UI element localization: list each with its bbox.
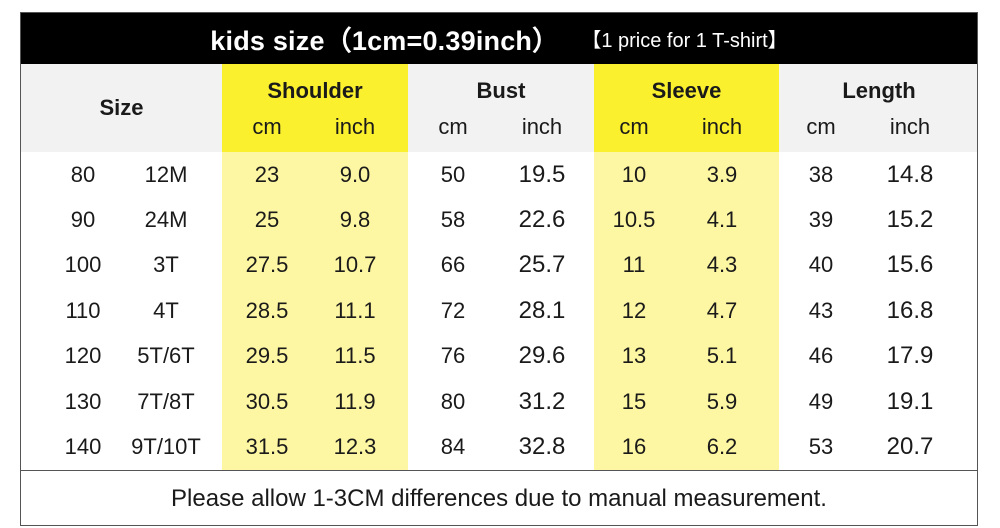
table-cell: 6.2 [706,434,738,460]
table-cell: 38 [808,161,834,187]
table-cell: 25.7 [518,251,566,279]
table-cell: 130 [64,388,102,414]
unit-header-inch: inch [701,114,743,139]
table-cell: 43 [808,297,834,323]
price-note: 【1 price for 1 T-shirt】 [581,30,788,52]
footer-divider [21,470,977,471]
table-cell: 4.7 [706,297,738,323]
highlight-column-sleeve [594,152,779,470]
table-cell: 24M [144,207,188,233]
table-cell: 15 [621,388,647,414]
table-cell: 10.7 [333,252,377,278]
table-cell: 4.3 [706,252,738,278]
table-cell: 50 [440,161,466,187]
table-cell: 10.5 [612,207,656,233]
table-cell: 5T/6T [137,343,195,369]
table-cell: 20.7 [886,433,934,461]
table-cell: 12 [621,297,647,323]
table-cell: 27.5 [245,252,289,278]
table-cell: 28.1 [518,296,566,324]
group-header-sleeve: Sleeve [651,78,722,103]
table-cell: 90 [70,207,96,233]
table-cell: 11.5 [334,343,376,369]
table-cell: 15.2 [886,206,934,234]
table-cell: 10 [621,161,647,187]
table-cell: 16.8 [886,296,934,324]
unit-header-inch: inch [521,114,563,139]
unit-header-cm: cm [438,114,468,139]
highlight-header-shoulder [222,64,408,152]
table-cell: 22.6 [518,206,566,234]
table-cell: 120 [64,343,102,369]
chart-title: kids size（1cm=0.39inch） [210,26,560,56]
table-cell: 12M [144,161,188,187]
highlight-header-sleeve [594,64,779,152]
table-cell: 31.2 [518,387,566,415]
table-cell: 100 [64,252,102,278]
table-cell: 80 [440,388,466,414]
unit-header-cm: cm [252,114,282,139]
table-cell: 76 [440,343,466,369]
table-cell: 110 [65,297,101,323]
table-cell: 3T [153,252,179,278]
table-cell: 72 [440,297,466,323]
table-cell: 5.1 [706,343,738,369]
table-cell: 5.9 [706,388,738,414]
table-cell: 19.5 [518,160,566,188]
unit-header-inch: inch [334,114,376,139]
table-cell: 9.0 [339,161,371,187]
table-cell: 7T/8T [137,388,195,414]
title-bar: kids size（1cm=0.39inch） 【1 price for 1 T… [21,13,977,64]
table-cell: 84 [440,434,466,460]
table-cell: 11.1 [334,297,376,323]
table-cell: 29.6 [518,342,566,370]
table-cell: 66 [440,252,466,278]
measurement-note: Please allow 1-3CM differences due to ma… [171,485,827,512]
group-header-length: Length [842,78,916,103]
highlight-column-shoulder [222,152,408,470]
table-cell: 58 [440,207,466,233]
table-cell: 4T [153,297,179,323]
size-chart: kids size（1cm=0.39inch） 【1 price for 1 T… [20,12,978,526]
table-cell: 4.1 [706,207,738,233]
table-cell: 49 [808,388,834,414]
table-cell: 30.5 [245,388,289,414]
unit-header-inch: inch [889,114,931,139]
table-cell: 9.8 [339,207,371,233]
table-cell: 3.9 [706,161,738,187]
table-cell: 16 [621,434,647,460]
group-header-bust: Bust [476,78,526,103]
table-cell: 15.6 [886,251,934,279]
table-cell: 53 [808,434,834,460]
table-cell: 14.8 [886,160,934,188]
table-cell: 39 [808,207,834,233]
table-cell: 80 [70,161,96,187]
header-band [21,64,977,152]
table-cell: 11 [622,252,646,278]
table-cell: 19.1 [886,387,934,415]
table-cell: 13 [621,343,647,369]
unit-header-cm: cm [619,114,649,139]
table-cell: 140 [64,434,102,460]
table-cell: 12.3 [333,434,377,460]
table-cell: 9T/10T [131,434,201,460]
table-cell: 23 [254,161,280,187]
table-cell: 40 [808,252,834,278]
table-cell: 29.5 [245,343,289,369]
table-cell: 11.9 [334,388,376,414]
group-header-shoulder: Shoulder [267,78,363,103]
table-cell: 17.9 [886,342,934,370]
table-cell: 28.5 [245,297,289,323]
size-header: Size [99,95,144,120]
table-cell: 25 [254,207,280,233]
table-cell: 31.5 [245,434,289,460]
unit-header-cm: cm [806,114,836,139]
table-cell: 46 [808,343,834,369]
table-cell: 32.8 [518,433,566,461]
